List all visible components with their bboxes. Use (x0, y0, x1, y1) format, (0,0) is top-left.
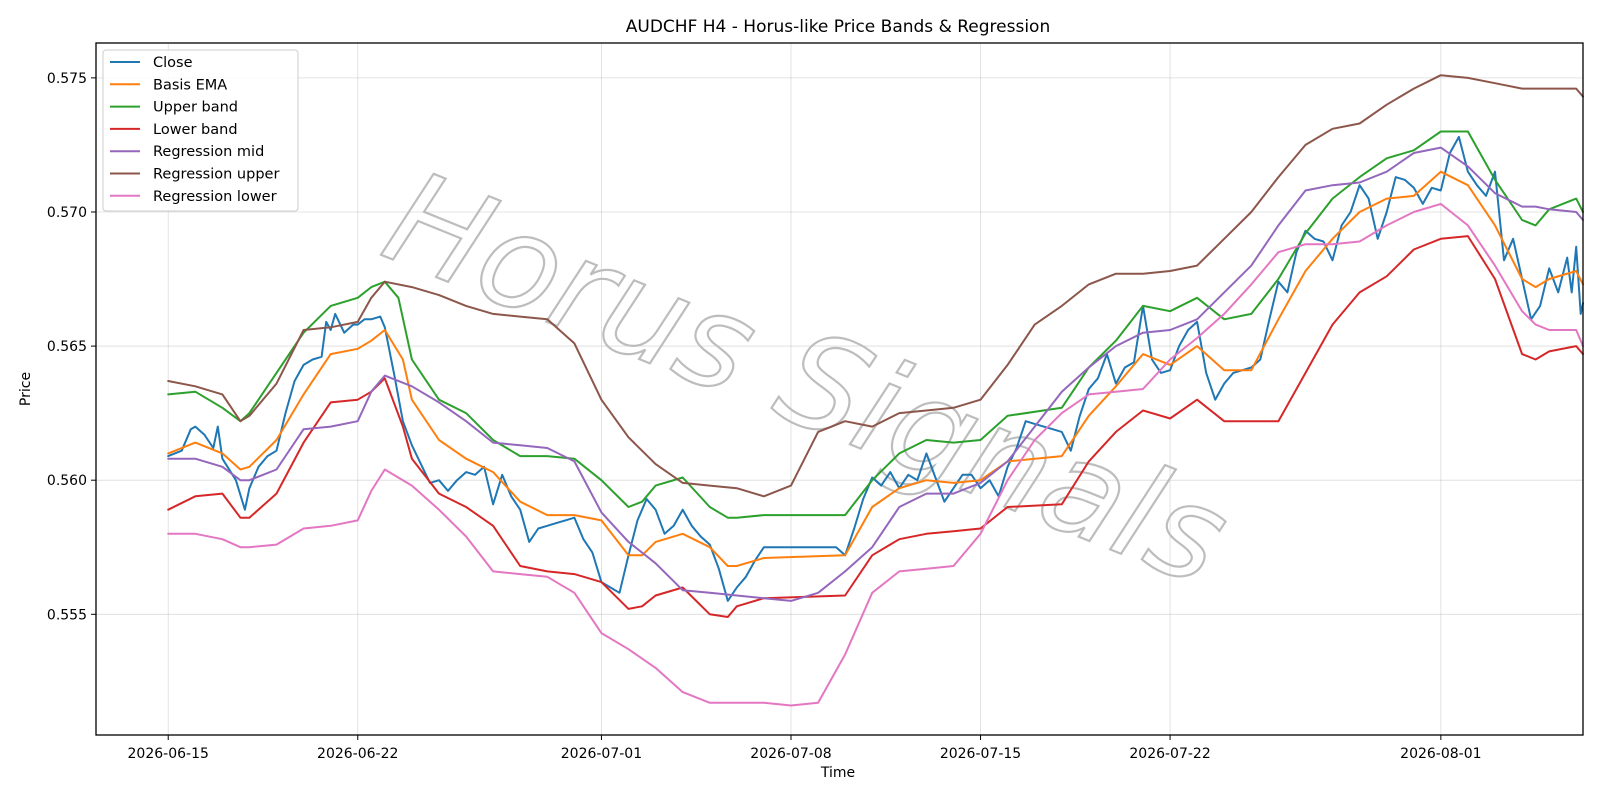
series-line-close (167, 135, 1584, 602)
x-tick-label: 2026-07-01 (561, 746, 642, 762)
y-axis-label: Price (18, 372, 34, 406)
series-line-regression-upper (167, 74, 1584, 498)
legend-items: Close Basis EMA Upper band Lower band Regres… (110, 55, 279, 205)
legend-label: Regression mid (153, 144, 264, 160)
x-axis-label: Time (820, 765, 855, 781)
x-axis-ticks: 2026-06-15 2026-06-22 2026-07-01 2026-07-08… (128, 735, 1482, 762)
y-tick-label: 0.565 (47, 339, 87, 355)
x-tick-label: 2026-06-15 (128, 746, 209, 762)
y-axis-ticks: 0.555 0.560 0.565 0.570 0.575 (47, 71, 96, 623)
x-tick-label: 2026-07-08 (750, 746, 831, 762)
y-tick-label: 0.560 (47, 473, 87, 489)
series-line-basis-ema (167, 170, 1584, 567)
series-line-regression-mid (167, 146, 1584, 602)
grid-lines (96, 43, 1583, 735)
x-tick-label: 2026-06-22 (317, 746, 398, 762)
x-tick-label: 2026-07-22 (1129, 746, 1210, 762)
legend-label: Close (153, 55, 193, 71)
plot-frame (95, 42, 1584, 736)
y-tick-label: 0.555 (47, 607, 87, 623)
series-line-regression-lower (167, 202, 1584, 707)
legend: Close Basis EMA Upper band Lower band Regres… (102, 49, 299, 212)
x-tick-label: 2026-07-15 (940, 746, 1021, 762)
legend-label: Regression lower (153, 189, 277, 205)
y-tick-label: 0.570 (47, 205, 87, 221)
chart-title: AUDCHF H4 - Horus-like Price Bands & Reg… (626, 17, 1050, 37)
legend-label: Regression upper (153, 167, 279, 183)
legend-box (102, 49, 299, 212)
series-line-upper-band (167, 130, 1584, 519)
legend-label: Basis EMA (153, 77, 227, 93)
series-lines (167, 74, 1584, 707)
x-tick-label: 2026-08-01 (1400, 746, 1481, 762)
legend-label: Lower band (153, 122, 238, 138)
legend-label: Upper band (153, 100, 238, 116)
y-tick-label: 0.575 (47, 71, 87, 87)
